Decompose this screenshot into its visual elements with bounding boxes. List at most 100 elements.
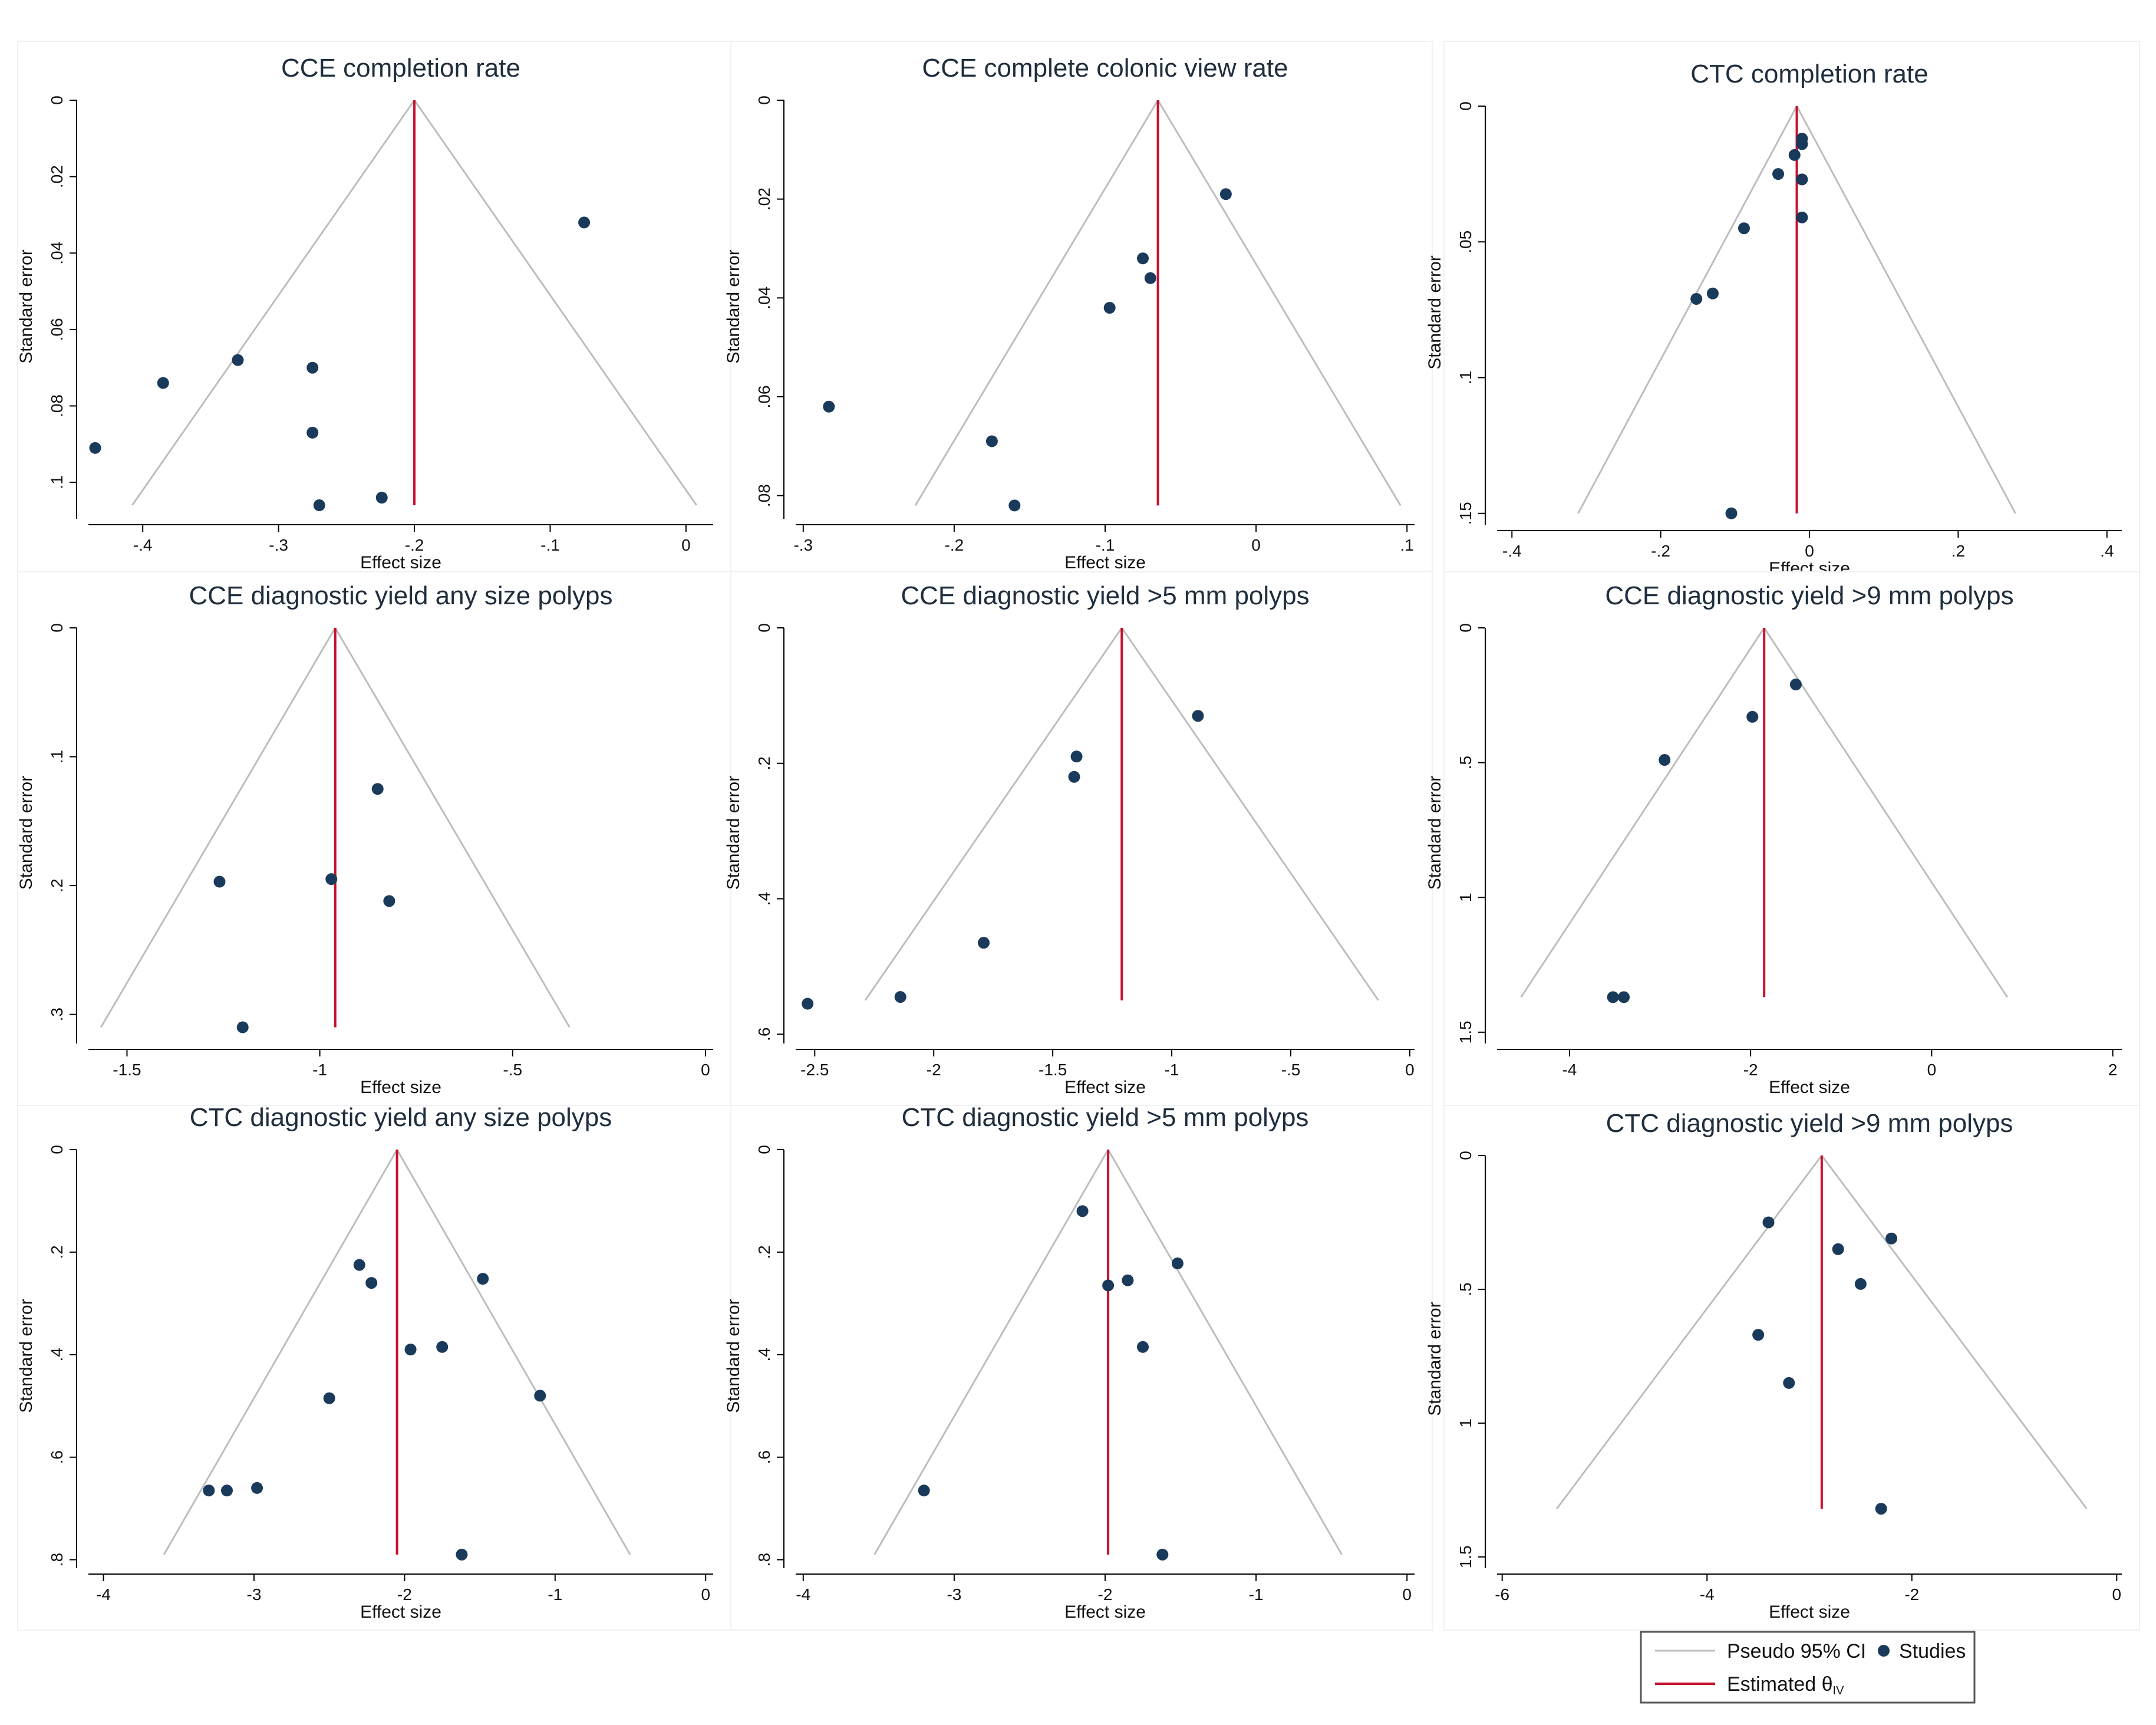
study-point [578, 216, 591, 229]
chart-title: CCE diagnostic yield >5 mm polyps [901, 581, 1309, 610]
study-point [1690, 292, 1703, 305]
legend: Pseudo 95% CI Studies Estimated θIV [1640, 1631, 1976, 1704]
x-tick-label: 0 [701, 1585, 710, 1604]
funnel-panel-2: CCE complete colonic view rate -.3 -.2 -.1 0… [724, 41, 1433, 572]
study-point [1885, 1232, 1898, 1245]
y-tick-label: .1 [48, 750, 66, 763]
x-tick-label: 0 [1927, 1061, 1937, 1079]
study-point [918, 1484, 930, 1497]
x-tick-label: -.2 [1651, 542, 1670, 560]
study-point [1607, 991, 1619, 1003]
study-point [456, 1548, 468, 1561]
y-tick-label: .6 [755, 1028, 773, 1041]
x-tick-label: -1 [548, 1585, 562, 1604]
study-point [375, 492, 388, 504]
study-point [383, 895, 395, 907]
x-tick-label: -4 [1562, 1061, 1577, 1079]
panel-background [730, 41, 1433, 572]
ci-line-left [1577, 106, 1798, 514]
y-tick-label: .04 [48, 242, 66, 265]
y-tick-label: .02 [48, 165, 66, 188]
y-tick-label: .2 [48, 878, 66, 892]
funnel-panel-7: CTC diagnostic yield any size polyps -4 -3… [17, 1103, 731, 1631]
study-point [1144, 272, 1156, 284]
ci-line-right [1796, 106, 2016, 514]
x-tick-label: -.3 [793, 536, 813, 554]
x-tick-label: 0 [1405, 1061, 1415, 1079]
y-axis-label: Standard error [17, 776, 36, 890]
ci-line-left [864, 627, 1123, 1001]
x-axis-label: Effect size [1064, 553, 1146, 572]
chart-title: CCE complete colonic view rate [922, 54, 1288, 83]
x-tick-label: -2 [927, 1061, 941, 1079]
study-point [251, 1482, 263, 1494]
study-point [1659, 754, 1671, 766]
y-tick-label: .4 [755, 1348, 773, 1361]
y-tick-label: 0 [1456, 101, 1475, 111]
x-axis-label: Effect size [1769, 1602, 1850, 1622]
x-tick-label: 0 [1251, 536, 1261, 554]
x-tick-label: -.2 [945, 536, 964, 554]
study-point [1618, 991, 1630, 1003]
panel-background [730, 1105, 1433, 1631]
x-tick-label: .1 [1400, 536, 1414, 554]
x-tick-label: 2 [2108, 1061, 2118, 1079]
panel-background [1443, 41, 2140, 572]
study-point [894, 991, 906, 1003]
ci-line-left [1556, 1155, 1823, 1510]
legend-ci-label: Pseudo 95% CI [1727, 1640, 1866, 1663]
funnel-panel-3: CTC completion rate-.4 -.2 0.2.40.05.1.15E… [1425, 41, 2140, 578]
ci-line-left [100, 627, 337, 1028]
study-point [1746, 710, 1759, 723]
ci-line-right [1121, 627, 1379, 1001]
study-point [1796, 138, 1808, 150]
y-tick-label: .8 [48, 1553, 66, 1566]
y-axis-label: Standard error [1425, 1302, 1445, 1415]
panel-background [1443, 1105, 2140, 1631]
panel-background [17, 1105, 731, 1631]
funnel-panel-5: CCE diagnostic yield >5 mm polyps -2.5 -2 -… [724, 571, 1433, 1106]
y-tick-label: 1 [1456, 1418, 1475, 1428]
y-tick-label: 0 [755, 623, 773, 633]
study-point [1070, 750, 1083, 763]
y-tick-label: .5 [1456, 756, 1475, 769]
ci-line-right [413, 100, 698, 506]
funnel-panel-6: CCE diagnostic yield >9 mm polyps -4 -2 0 2 0… [1425, 571, 2140, 1106]
ci-line-left [914, 100, 1159, 506]
study-point [477, 1273, 489, 1285]
ci-line-right [1763, 627, 2008, 998]
study-point [1789, 679, 1802, 691]
y-tick-label: .3 [48, 1008, 66, 1021]
x-tick-label: -.5 [503, 1061, 522, 1079]
y-axis-label: Standard error [1425, 255, 1445, 369]
study-point [1783, 1377, 1795, 1389]
x-tick-label: -3 [247, 1585, 262, 1604]
legend-estimate-subscript: IV [1833, 1684, 1845, 1697]
ci-line-right [1107, 1149, 1343, 1555]
x-tick-label: -6 [1495, 1585, 1509, 1604]
y-axis-label: Standard error [724, 776, 743, 890]
x-tick-label: -4 [796, 1585, 810, 1604]
study-point [220, 1484, 233, 1497]
y-tick-label: .04 [755, 287, 773, 310]
x-tick-label: -.4 [133, 536, 153, 554]
study-point [1788, 149, 1801, 161]
y-tick-label: 1.5 [1456, 1545, 1475, 1568]
y-tick-label: .2 [755, 756, 773, 770]
x-tick-label: -.4 [1502, 542, 1522, 560]
x-tick-label: -.1 [1096, 536, 1115, 554]
chart-title: CTC completion rate [1690, 60, 1928, 88]
panel-background [17, 571, 731, 1106]
ci-line-right [1821, 1155, 2088, 1510]
study-point [1796, 173, 1808, 186]
x-tick-label: -1 [1249, 1585, 1264, 1604]
study-point [1752, 1329, 1765, 1341]
panel-background [730, 571, 1433, 1106]
funnel-plot-panels: CCE completion rate -.4 -.3 -.2 -.1 0 0 .02 .04.… [17, 41, 2140, 1631]
y-tick-label: 0 [48, 623, 66, 633]
study-point [823, 400, 835, 413]
y-tick-label: .15 [1456, 502, 1475, 525]
study-point [1137, 252, 1149, 265]
ci-line-right [1157, 100, 1402, 506]
y-tick-label: .05 [1456, 231, 1475, 254]
